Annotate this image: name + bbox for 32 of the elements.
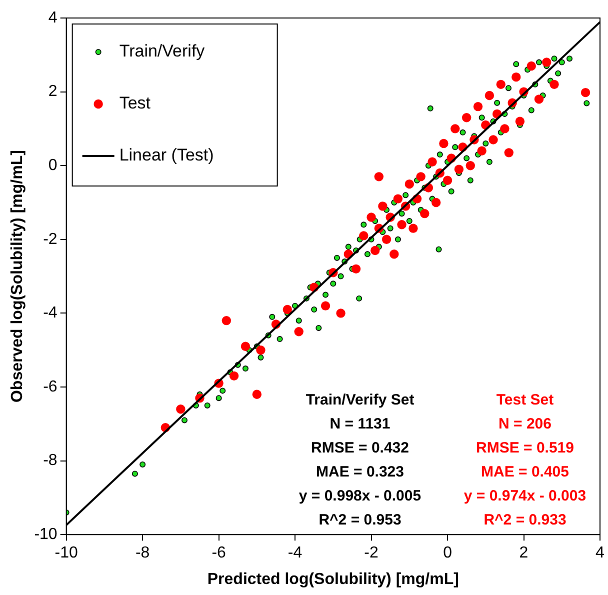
x-axis-title: Predicted log(Solubility) [mg/mL] (207, 570, 459, 588)
y-tick-label: -6 (43, 378, 58, 396)
x-tick-label: -4 (288, 544, 302, 562)
annotation: R^2 = 0.953 (318, 512, 402, 529)
y-tick-label: -4 (43, 304, 58, 322)
annotation: Test Set (496, 392, 554, 409)
annotation: Train/Verify Set (306, 392, 414, 409)
x-tick-label: 2 (519, 544, 528, 562)
x-tick-label: 4 (596, 544, 605, 562)
y-tick-label: 2 (48, 83, 58, 100)
y-axis-title: Observed log(Solubility) [mg/mL] (9, 150, 26, 403)
annotation: MAE = 0.323 (316, 464, 404, 481)
y-tick-label: 0 (48, 157, 58, 174)
x-tick-label: 0 (443, 544, 452, 562)
annotation: RMSE = 0.519 (476, 440, 574, 457)
annotation: RMSE = 0.432 (311, 440, 409, 457)
annotation: y = 0.998x - 0.005 (298, 488, 422, 505)
annotation: MAE = 0.405 (481, 464, 569, 481)
x-tick-label: -6 (212, 544, 226, 562)
x-tick-label: -2 (364, 544, 378, 562)
annotation: y = 0.974x - 0.003 (464, 488, 586, 505)
x-tick-label: -8 (135, 544, 150, 562)
legend-label: Linear (Test) (119, 146, 214, 165)
y-tick-label: -2 (43, 230, 58, 248)
annotation: N = 1131 (330, 416, 390, 433)
legend-label: Train/Verify (119, 42, 206, 61)
annotation: N = 206 (498, 416, 552, 433)
y-tick-label: -10 (34, 526, 58, 544)
annotation: R^2 = 0.933 (484, 512, 566, 529)
y-tick-label: 4 (48, 9, 58, 26)
legend-label: Test (119, 94, 151, 113)
y-tick-label: -8 (43, 452, 58, 470)
